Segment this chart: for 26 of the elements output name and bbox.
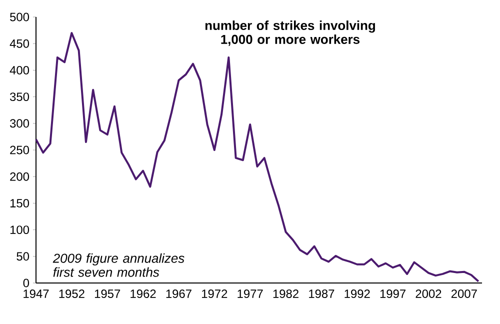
x-tick-label: 1967 xyxy=(166,290,192,298)
annotation: 2009 figure annualizes first seven months xyxy=(52,253,184,277)
y-tick-label: 0 xyxy=(23,278,30,288)
x-tick-label: 1972 xyxy=(202,290,228,298)
y-tick-label: 400 xyxy=(10,66,30,74)
x-tick-label: 2007 xyxy=(451,290,477,298)
x-tick-label: 1997 xyxy=(380,290,406,298)
y-tick-label: 500 xyxy=(10,12,30,22)
x-tick-label: 2002 xyxy=(416,290,442,298)
x-tick-label: 1952 xyxy=(59,290,84,298)
y-tick-label: 50 xyxy=(16,252,30,261)
y-tick-label: 150 xyxy=(10,198,30,208)
text: number of strikes involving 1,000 or more workers xyxy=(205,20,375,46)
x-tick-label: 1977 xyxy=(238,290,263,298)
x-tick-label: 1982 xyxy=(273,290,298,298)
y-tick-label: 200 xyxy=(10,172,30,181)
x-tick-label: 1957 xyxy=(94,290,120,298)
y-tick-label: 100 xyxy=(10,226,30,234)
x-tick-label: 1992 xyxy=(344,290,370,298)
x-tick-label: 1987 xyxy=(309,290,334,298)
y-tick-label: 250 xyxy=(10,146,30,154)
x-tick-label: 1947 xyxy=(24,290,49,298)
x-tick-label: 1962 xyxy=(130,290,156,298)
y-tick-label: 350 xyxy=(10,92,30,102)
y-tick-label: 300 xyxy=(10,119,30,128)
y-tick-label: 450 xyxy=(10,39,30,48)
